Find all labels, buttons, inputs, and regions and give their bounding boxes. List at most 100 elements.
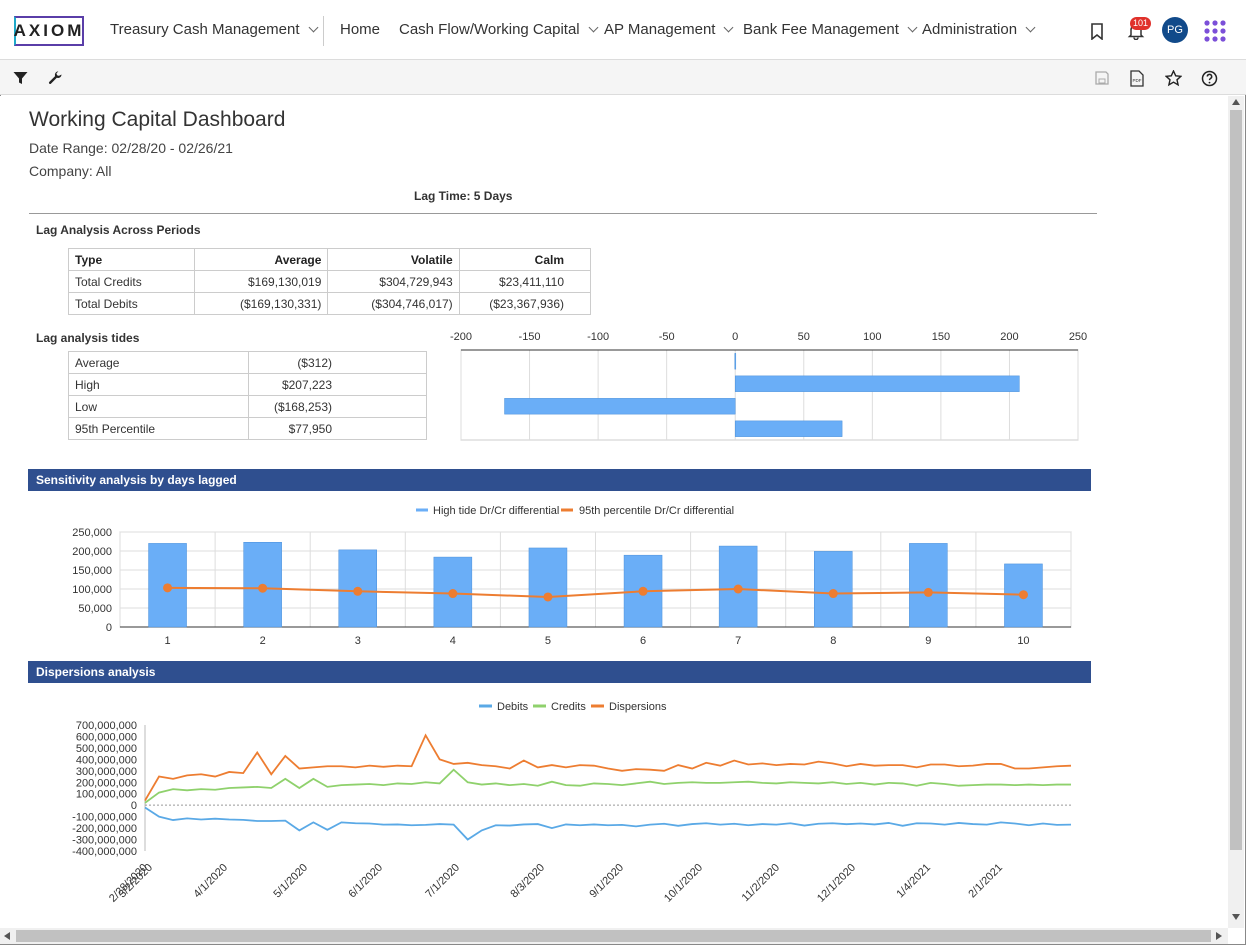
bar xyxy=(909,543,948,628)
series-line xyxy=(167,586,1024,598)
vertical-scroll-thumb[interactable] xyxy=(1230,110,1242,850)
table-cell: Average xyxy=(68,351,249,374)
series-line xyxy=(144,768,1071,804)
nav-item-ap-management[interactable]: AP Management xyxy=(604,21,734,38)
x-tick-label: 3 xyxy=(355,635,361,647)
header-divider xyxy=(29,213,1097,214)
table-cell: $77,950 xyxy=(248,417,427,440)
x-tick-label: 12/1/2020 xyxy=(815,862,858,905)
table-cell: 95th Percentile xyxy=(68,417,249,440)
scroll-down-arrow-icon[interactable] xyxy=(1232,914,1240,920)
bar xyxy=(504,398,736,415)
y-tick-label: 200,000 xyxy=(72,546,112,558)
bar xyxy=(734,375,1020,392)
table-cell: Total Debits xyxy=(67,292,196,315)
x-tick-label: 8 xyxy=(830,635,836,647)
x-tick-label: 8/3/2020 xyxy=(508,862,547,901)
y-tick-label: 500,000,000 xyxy=(76,743,137,755)
table-cell: $169,130,019 xyxy=(194,270,329,293)
axiom-logo[interactable]: AXIOM xyxy=(14,16,84,46)
table-row: Total Debits ($169,130,331) ($304,746,01… xyxy=(67,292,592,315)
y-tick-label: 200,000,000 xyxy=(76,777,137,789)
top-navigation: AXIOM Treasury Cash Management Home Cash… xyxy=(0,0,1246,60)
x-tick-label: 5/1/2020 xyxy=(271,862,310,901)
data-point xyxy=(923,587,933,597)
app-switcher-menu[interactable]: Treasury Cash Management xyxy=(110,21,318,38)
wrench-icon[interactable] xyxy=(46,69,64,87)
y-tick-label: -300,000,000 xyxy=(72,835,137,847)
column-header: Volatile xyxy=(327,248,460,271)
x-tick-label: 4/1/2020 xyxy=(191,862,230,901)
data-point xyxy=(163,583,173,593)
chevron-down-icon xyxy=(308,22,318,33)
tick-label: 0 xyxy=(732,331,738,343)
tick-label: 150 xyxy=(932,331,950,343)
lag-tides-title: Lag analysis tides xyxy=(36,331,140,345)
dispersions-section-header: Dispersions analysis xyxy=(28,661,1091,683)
pdf-icon[interactable]: PDF xyxy=(1128,68,1146,88)
column-header: Type xyxy=(67,248,196,271)
sensitivity-chart: High tide Dr/Cr differential 95th percent… xyxy=(72,505,1072,647)
horizontal-scroll-thumb[interactable] xyxy=(16,930,1211,942)
legend-label: Dispersions xyxy=(609,701,667,713)
data-point xyxy=(733,584,743,594)
legend-label: 95th percentile Dr/Cr differential xyxy=(579,505,734,517)
x-tick-label: 10/1/2020 xyxy=(662,862,705,905)
x-tick-label: 1 xyxy=(164,635,170,647)
notification-count-badge: 101 xyxy=(1130,17,1152,30)
scroll-left-arrow-icon[interactable] xyxy=(4,932,10,940)
table-row: Total Credits $169,130,019 $304,729,943 … xyxy=(67,270,592,293)
nav-item-home[interactable]: Home xyxy=(340,21,381,38)
legend-label: High tide Dr/Cr differential xyxy=(433,505,559,517)
table-cell: Low xyxy=(68,395,249,418)
user-avatar[interactable]: PG xyxy=(1162,17,1188,43)
lag-periods-title: Lag Analysis Across Periods xyxy=(36,223,201,237)
table-row: Average ($312) xyxy=(68,351,427,374)
horizontal-scrollbar[interactable] xyxy=(0,928,1228,944)
tick-label: -50 xyxy=(659,331,675,343)
tick-label: 250 xyxy=(1069,331,1087,343)
data-point xyxy=(828,589,838,599)
help-icon[interactable] xyxy=(1199,68,1219,88)
lag-periods-table: Type Average Volatile Calm Total Credits… xyxy=(67,248,592,315)
legend-label: Debits xyxy=(497,701,529,713)
save-icon[interactable] xyxy=(1093,69,1111,87)
table-cell: $23,411,110 xyxy=(458,270,592,293)
data-point xyxy=(1018,590,1028,600)
bookmark-icon[interactable] xyxy=(1088,21,1106,41)
chevron-down-icon xyxy=(907,22,918,33)
filter-icon[interactable] xyxy=(11,69,29,87)
y-tick-label: 0 xyxy=(131,800,137,812)
tick-label: 50 xyxy=(798,331,810,343)
dispersions-chart: Debits Credits Dispersions 700,000,000600,0… xyxy=(72,701,1072,905)
table-cell: ($304,746,017) xyxy=(327,292,460,315)
x-tick-label: 2/1/2021 xyxy=(966,862,1005,901)
nav-item-administration[interactable]: Administration xyxy=(922,21,1036,38)
scroll-right-arrow-icon[interactable] xyxy=(1216,932,1222,940)
tick-label: 200 xyxy=(1000,331,1018,343)
star-icon[interactable] xyxy=(1163,68,1183,88)
table-cell: $304,729,943 xyxy=(327,270,460,293)
y-tick-label: -400,000,000 xyxy=(72,846,137,858)
table-header-row: Type Average Volatile Calm xyxy=(67,248,592,271)
nav-item-bank-fee-management[interactable]: Bank Fee Management xyxy=(743,21,918,38)
data-point xyxy=(543,592,553,602)
data-point xyxy=(258,583,268,593)
x-tick-label: 9 xyxy=(925,635,931,647)
y-tick-label: 400,000,000 xyxy=(76,754,137,766)
app-launcher-grid-icon[interactable] xyxy=(1203,19,1227,43)
vertical-scrollbar[interactable] xyxy=(1228,96,1244,928)
table-row: 95th Percentile $77,950 xyxy=(68,417,427,440)
x-tick-label: 9/1/2020 xyxy=(587,862,626,901)
x-tick-label: 6 xyxy=(640,635,646,647)
chevron-down-icon xyxy=(1025,22,1036,33)
table-row: High $207,223 xyxy=(68,373,427,396)
nav-item-cash-flow[interactable]: Cash Flow/Working Capital xyxy=(399,21,599,38)
lag-tides-table: Average ($312) High $207,223 Low ($168,253)… xyxy=(68,351,427,440)
x-tick-label: 6/1/2020 xyxy=(346,862,385,901)
tick-label: -150 xyxy=(519,331,541,343)
x-tick-label: 7 xyxy=(735,635,741,647)
table-cell: High xyxy=(68,373,249,396)
y-tick-label: 250,000 xyxy=(72,527,112,539)
scroll-up-arrow-icon[interactable] xyxy=(1232,99,1240,105)
